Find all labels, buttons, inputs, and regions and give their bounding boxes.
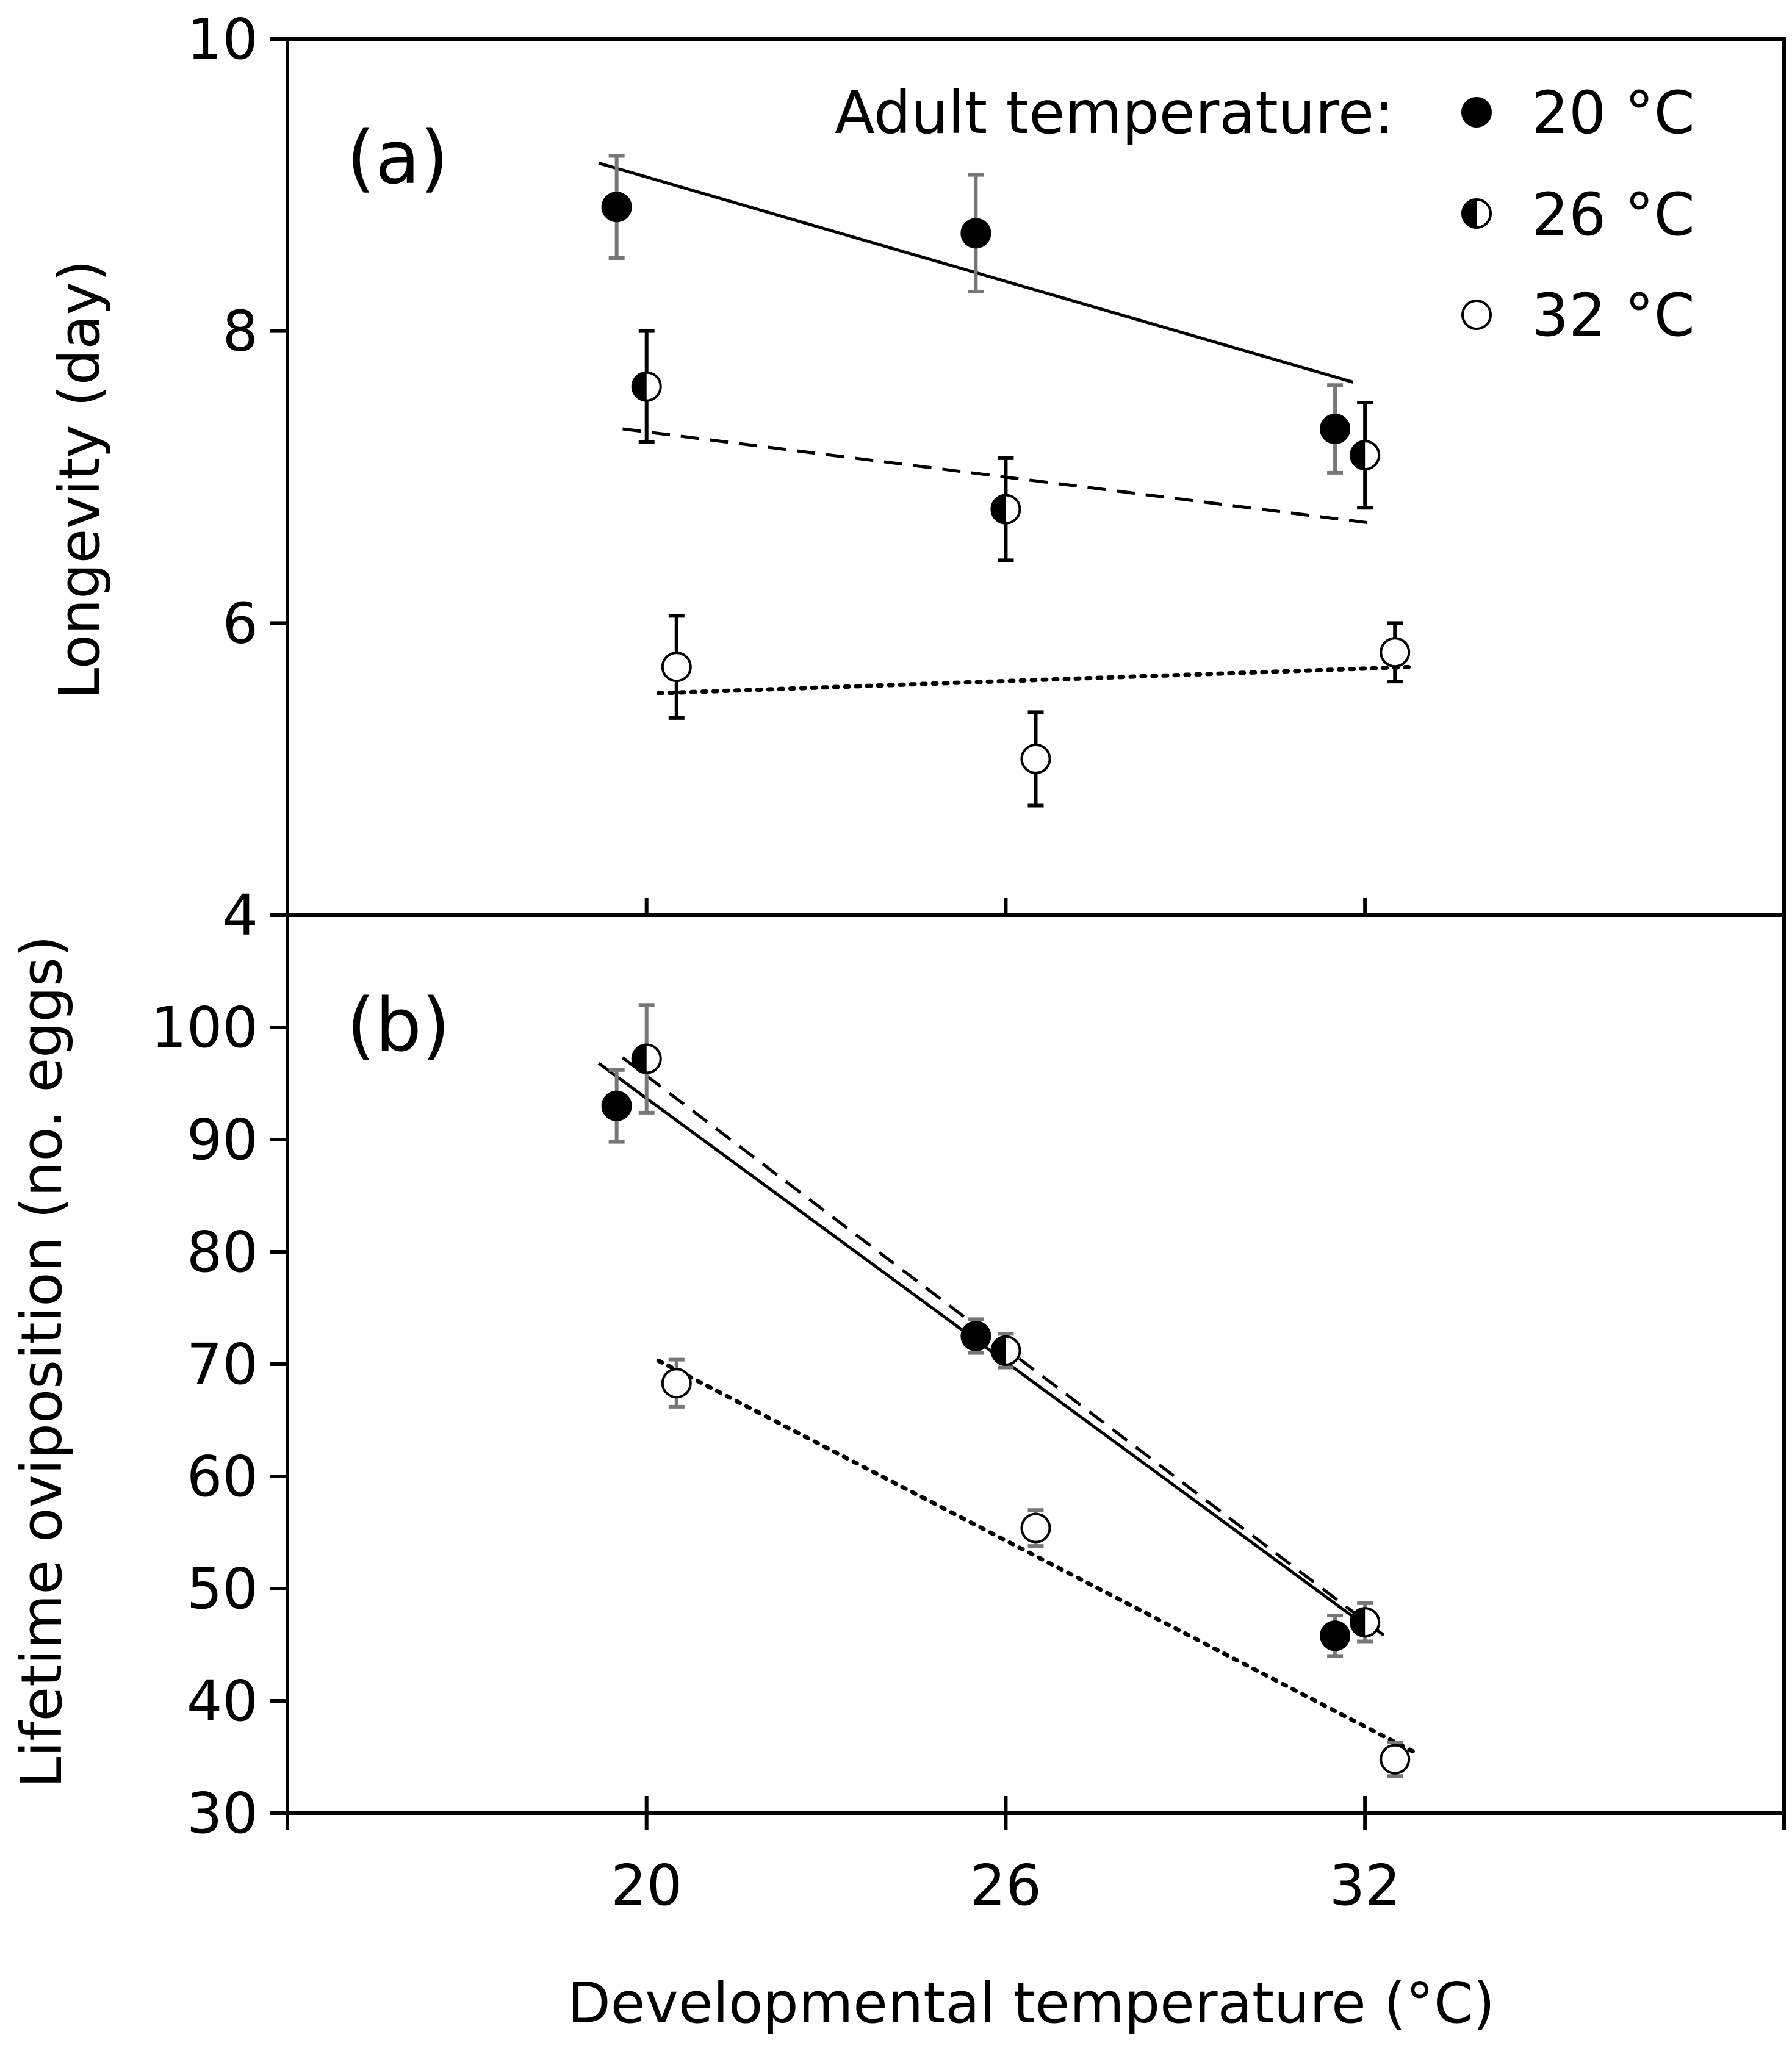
panel-a-y-tick-label: 8	[222, 299, 258, 364]
panel-a-fit-line-dashed	[622, 427, 1378, 526]
panel-a-point-filled	[960, 218, 991, 249]
panel-b-y-tick-label: 50	[187, 1556, 258, 1622]
panel-a-point-filled	[601, 192, 632, 223]
legend: Adult temperature: 20 °C 26 °C 32 °C	[835, 79, 1695, 350]
panel-a-point-half	[631, 371, 662, 402]
panel-a-y-tick-label: 6	[222, 591, 258, 656]
legend-label-26c: 26 °C	[1531, 181, 1695, 249]
legend-symbol-half	[1461, 198, 1492, 229]
legend-label-32c: 32 °C	[1531, 281, 1695, 350]
panel-a-series-filled	[598, 154, 1354, 475]
legend-symbol-open	[1461, 300, 1492, 330]
panel-b-point-open	[1380, 1744, 1411, 1775]
panel-a-series-half	[622, 329, 1381, 562]
panel-b-point-filled	[601, 1090, 632, 1121]
panel-b-y-tick-label: 60	[187, 1444, 258, 1509]
panel-a-data	[598, 154, 1416, 808]
panel-a-series-open	[656, 614, 1416, 808]
panel-a-point-half	[990, 494, 1021, 525]
panel-b-point-half	[990, 1335, 1021, 1366]
panel-b-point-open	[661, 1368, 692, 1399]
panel-b-data	[597, 1003, 1416, 1778]
panel-a-point-filled	[1320, 414, 1351, 445]
panel-b-label: (b)	[347, 983, 450, 1068]
panel-b-point-filled	[1320, 1620, 1351, 1651]
panel-b-series-open	[656, 1357, 1416, 1778]
legend-symbol-filled	[1461, 97, 1492, 128]
panel-b-axis-ticks: 30 40 50 60 70 80 90 100	[151, 995, 1786, 1846]
legend-marker-half	[1461, 198, 1492, 229]
x-axis-title: Developmental temperature (°C)	[567, 1971, 1495, 2036]
panel-a-axis-ticks: 4 6 8 10	[187, 7, 1367, 948]
panel-a-point-open	[1380, 637, 1411, 668]
panel-b-series-half	[621, 1003, 1390, 1644]
legend-entry-32c: 32 °C	[1461, 281, 1695, 350]
panel-a-fit-line-dotted	[656, 664, 1416, 695]
panel-a-label: (a)	[347, 116, 448, 201]
panel-a-point-half	[1350, 440, 1381, 471]
x-axis-ticks: 20 26 32	[611, 1853, 1401, 1918]
x-tick-label: 32	[1330, 1853, 1401, 1918]
panel-b-point-half	[631, 1043, 662, 1074]
x-tick-label: 20	[611, 1853, 682, 1918]
legend-entry-26c: 26 °C	[1461, 181, 1695, 249]
panel-b-point-half	[1350, 1607, 1381, 1638]
legend-title: Adult temperature:	[835, 79, 1394, 147]
panel-b-y-tick-label: 100	[151, 995, 258, 1060]
panel-b-y-axis-title: Lifetime oviposition (no. eggs)	[9, 935, 74, 1788]
panel-b-fit-line-dotted	[656, 1358, 1416, 1754]
panel-a-y-tick-label: 10	[187, 7, 258, 72]
panel-a-point-open	[1020, 743, 1051, 774]
panel-b-series-filled	[597, 1062, 1355, 1658]
panel-a-point-open	[661, 652, 692, 683]
panel-b-point-filled	[960, 1321, 991, 1351]
panel-b-point-open	[1020, 1512, 1051, 1543]
legend-entry-20c: 20 °C	[1461, 79, 1695, 147]
x-tick-label: 26	[970, 1853, 1042, 1918]
panel-b-y-tick-label: 40	[187, 1669, 258, 1734]
panel-b-y-tick-label: 90	[187, 1107, 258, 1173]
legend-label-20c: 20 °C	[1531, 79, 1695, 147]
panel-b-y-tick-label: 70	[187, 1332, 258, 1397]
legend-marker-open	[1461, 300, 1492, 330]
panel-a-y-tick-label: 4	[222, 883, 258, 948]
panel-a-y-axis-title: Longevity (day)	[47, 260, 112, 699]
legend-marker-filled	[1461, 97, 1492, 128]
panel-b-y-tick-label: 30	[187, 1781, 258, 1846]
panel-b-y-tick-label: 80	[187, 1220, 258, 1285]
